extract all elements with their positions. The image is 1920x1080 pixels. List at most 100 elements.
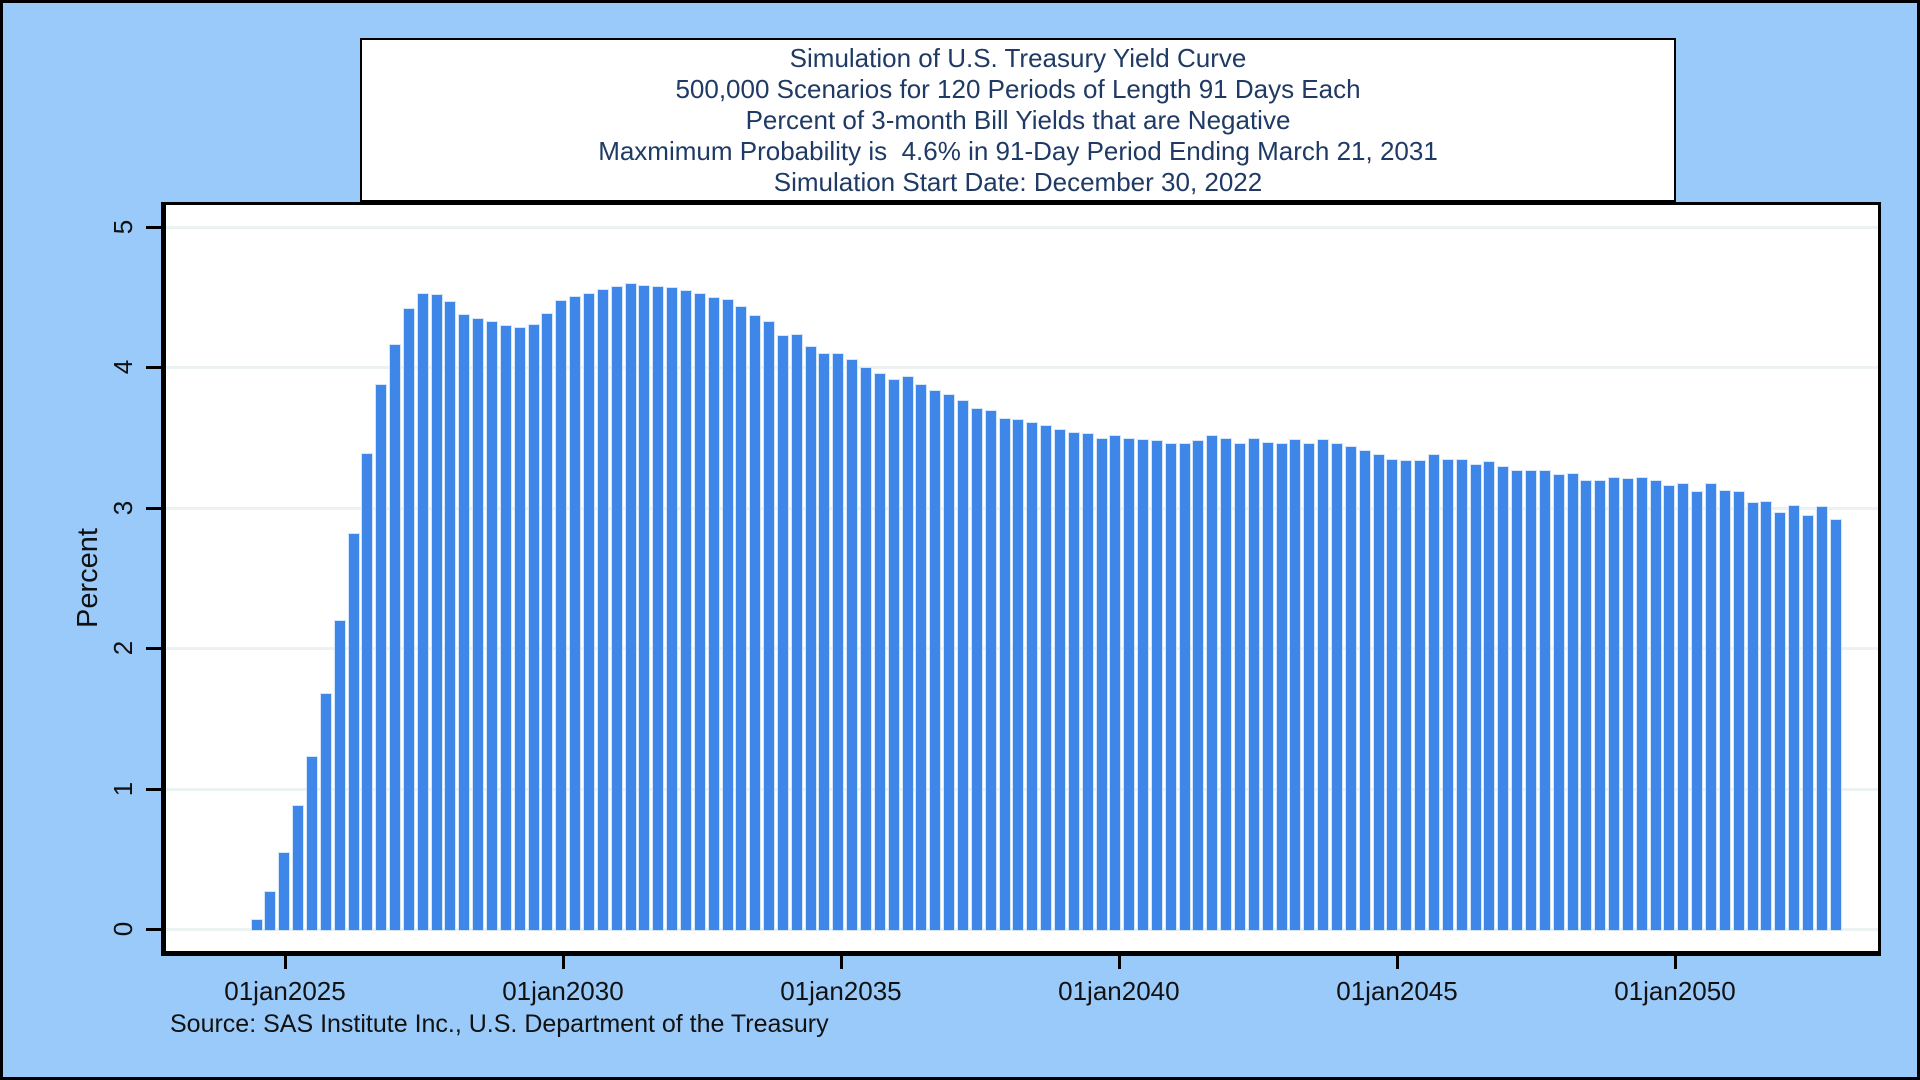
title-line-5: Simulation Start Date: December 30, 2022 [773,166,1263,197]
bar [860,367,872,931]
bar [1414,460,1426,931]
bar [1289,439,1301,931]
bar [348,533,360,931]
bar [1456,459,1468,931]
bar [1608,477,1620,931]
bar [971,408,983,931]
y-tick-label-4: 4 [107,360,138,375]
bar [1705,483,1717,931]
bar [597,289,609,931]
bar [1151,440,1163,931]
bar [902,376,914,931]
y-tick-0 [146,928,161,931]
bar [1553,474,1565,931]
bar [1317,439,1329,931]
bar [1747,502,1759,931]
bar [1082,433,1094,931]
bar [1580,480,1592,931]
bar [1428,454,1440,931]
x-tick-label-2025: 01jan2025 [224,976,346,1006]
bar [1567,473,1579,931]
bar [652,286,664,931]
bar [278,852,290,931]
bar [1636,477,1648,931]
bar [1691,491,1703,931]
y-tick-1 [146,787,161,791]
bar [541,313,553,931]
title-line-2: 500,000 Scenarios for 120 Periods of Len… [675,73,1361,104]
x-tick-2040 [1117,953,1121,969]
x-tick-label-2050: 01jan2050 [1614,976,1736,1006]
bar [611,286,623,931]
bar [874,373,886,931]
bar [1192,440,1204,931]
bar [1802,515,1814,931]
bar [583,293,595,931]
bar [1539,470,1551,931]
bar [458,314,470,931]
bar [264,891,276,931]
bar [1262,442,1274,931]
bar [1622,478,1634,931]
bar [777,335,789,931]
bar [569,296,581,931]
title-line-4: Maxmimum Probability is 4.6% in 91-Day P… [598,135,1438,166]
bar [1386,459,1398,931]
x-tick-2025 [284,953,287,969]
bar [1165,443,1177,931]
bar [957,400,969,931]
y-tick-3 [146,506,161,510]
bar [1663,485,1675,931]
bar [361,453,373,931]
bar [929,390,941,931]
bar [1400,460,1412,931]
bar [708,297,720,931]
gridline-y5 [166,226,1878,229]
bar [1774,512,1786,931]
bar [1594,480,1606,931]
x-tick-label-2035: 01jan2035 [780,976,902,1006]
bar [1650,480,1662,931]
bar [1179,443,1191,931]
bar [472,318,484,931]
bar [389,344,401,931]
bar [638,285,650,931]
bar-chart [166,205,1878,951]
bar [431,294,443,931]
bar [1719,490,1731,931]
x-tick-label-2040: 01jan2040 [1058,976,1180,1006]
y-tick-2 [146,647,161,651]
bar [818,353,830,931]
bar [680,290,692,931]
x-tick-2050 [1673,953,1677,969]
bar [1788,505,1800,931]
y-tick-label-5: 5 [107,219,138,235]
bar [1359,450,1371,931]
bar [1123,438,1135,931]
bar [1040,425,1052,931]
bar [1816,506,1828,931]
bar [1345,446,1357,931]
bar [1012,419,1024,931]
bar [1497,466,1509,931]
x-tick-2030 [561,953,565,969]
bar [1525,470,1537,931]
gridline-y4 [166,366,1878,370]
bar [832,353,844,931]
bar [1206,435,1218,931]
bar [1276,443,1288,931]
bar [722,299,734,931]
bar [1303,443,1315,931]
plot-area [161,202,1881,956]
y-tick-label-0: 0 [107,921,138,937]
y-tick-label-2: 2 [107,640,138,656]
bar [1331,443,1343,931]
x-tick-2045 [1396,953,1399,969]
title-line-3: Percent of 3-month Bill Yields that are … [745,104,1291,135]
bar [403,308,415,931]
bar [666,287,678,931]
bar [1054,429,1066,931]
bar [1068,432,1080,931]
bar [749,315,761,931]
x-tick-label-2045: 01jan2045 [1336,976,1458,1006]
